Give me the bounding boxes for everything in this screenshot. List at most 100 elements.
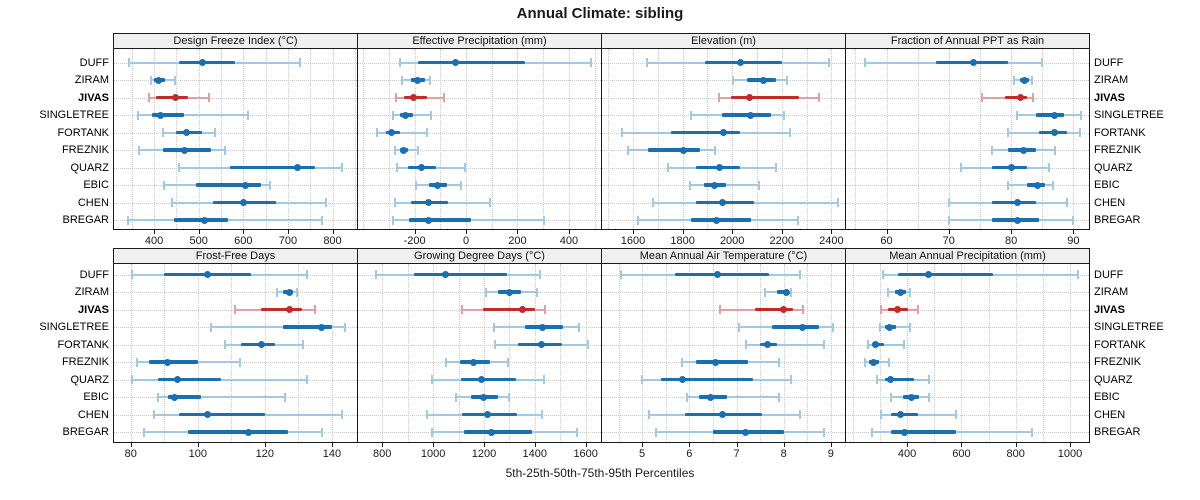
cap-95th <box>459 180 462 190</box>
median-dot <box>537 341 545 348</box>
row-label-left: FORTANK <box>57 126 109 139</box>
gridline-vertical <box>407 264 409 442</box>
cap-5th <box>444 357 447 367</box>
tick-mark <box>466 230 467 234</box>
cap-95th <box>340 410 343 419</box>
cap-5th <box>137 145 140 155</box>
tick-mark <box>243 230 245 234</box>
cap-95th <box>298 58 301 67</box>
tick-label: -200 <box>403 235 426 247</box>
gridline-vertical <box>618 264 620 442</box>
panel-strip: Frost-Free Days <box>113 248 358 264</box>
row-label-left: EBIC <box>83 391 109 403</box>
panel-title: Elevation (m) <box>691 35 756 47</box>
cap-95th <box>1077 270 1080 279</box>
gridline-vertical <box>665 264 667 442</box>
gridline-horizontal <box>846 397 1089 398</box>
tick-label: 1600 <box>573 448 598 460</box>
panel-title: Design Freeze Index (°C) <box>173 35 298 47</box>
cap-95th <box>320 215 323 225</box>
median-dot <box>1007 164 1015 171</box>
cap-5th <box>878 322 881 332</box>
gridline-vertical <box>736 264 738 442</box>
median-dot <box>433 181 441 189</box>
cap-95th <box>1053 145 1056 155</box>
tick-label: 2400 <box>819 235 844 247</box>
cap-5th <box>681 357 684 367</box>
cap-95th <box>799 410 802 419</box>
gridline-vertical <box>287 49 289 229</box>
gridline-vertical <box>855 49 857 229</box>
panel-plot <box>113 48 358 230</box>
panel-strip: Growing Degree Days (°C) <box>357 248 602 264</box>
gridline-vertical <box>363 49 365 229</box>
row-label-left: EBIC <box>83 179 109 191</box>
gridline-horizontal <box>602 150 845 151</box>
median-dot <box>746 94 754 101</box>
panel-strip: Design Freeze Index (°C) <box>113 33 358 49</box>
tick-label: 0 <box>462 235 470 247</box>
tick-mark <box>830 443 832 447</box>
tick-label: 100 <box>188 448 207 460</box>
cap-5th <box>763 287 766 297</box>
tick-label: 600 <box>952 448 971 460</box>
tick-mark <box>961 443 963 447</box>
median-dot <box>425 199 433 206</box>
row-label-right: JIVAS <box>1094 91 1125 104</box>
row-label-right: ZIRAM <box>1094 74 1129 86</box>
tick-mark <box>907 443 909 447</box>
cap-5th <box>737 322 740 332</box>
row-label-right: BREGAR <box>1094 214 1141 226</box>
cap-5th <box>147 93 150 102</box>
tick-label: 140 <box>322 448 342 460</box>
cap-5th <box>876 375 879 384</box>
median-dot <box>714 271 722 278</box>
tick-label: 2000 <box>719 235 745 247</box>
median-dot <box>925 271 933 278</box>
median-dot <box>712 216 720 224</box>
cap-5th <box>454 392 457 402</box>
cap-95th <box>799 270 802 279</box>
cap-95th <box>1030 427 1033 437</box>
tick-mark <box>433 443 435 447</box>
gridline-vertical <box>466 49 467 229</box>
cap-5th <box>627 145 630 155</box>
cap-5th <box>393 198 396 207</box>
cap-5th <box>947 215 950 225</box>
median-dot <box>480 393 488 401</box>
cap-95th <box>836 198 839 207</box>
interval-25-75 <box>187 430 289 434</box>
median-dot <box>242 181 250 189</box>
tick-label: 400 <box>144 235 164 247</box>
row-label-right: FREZNIK <box>1094 144 1142 156</box>
cap-5th <box>170 198 173 207</box>
cap-5th <box>143 427 146 437</box>
gridline-vertical <box>807 264 809 442</box>
gridline-horizontal <box>358 327 601 328</box>
cap-5th <box>666 163 669 172</box>
cap-5th <box>233 305 236 314</box>
cap-5th <box>636 215 639 225</box>
row-label-right: EBIC <box>1094 391 1120 403</box>
panel-strip: Effective Precipitation (mm) <box>357 33 602 49</box>
cap-5th <box>947 198 950 207</box>
cap-95th <box>789 287 792 297</box>
cap-95th <box>536 287 539 297</box>
tick-label: 7 <box>733 448 740 460</box>
cap-95th <box>927 392 930 402</box>
tick-mark <box>732 230 734 234</box>
gridline-vertical <box>264 264 266 442</box>
tick-mark <box>130 443 132 447</box>
median-dot <box>896 288 904 296</box>
cap-5th <box>651 198 654 207</box>
interval-25-75 <box>730 95 800 100</box>
cap-95th <box>429 75 431 85</box>
cap-95th <box>1047 163 1050 172</box>
cap-95th <box>544 305 547 314</box>
cap-95th <box>908 322 911 332</box>
median-dot <box>780 306 788 313</box>
cap-95th <box>542 375 545 384</box>
median-dot <box>477 376 485 383</box>
panel-strip: Mean Annual Precipitation (mm) <box>845 248 1090 264</box>
gridline-horizontal <box>846 344 1089 346</box>
